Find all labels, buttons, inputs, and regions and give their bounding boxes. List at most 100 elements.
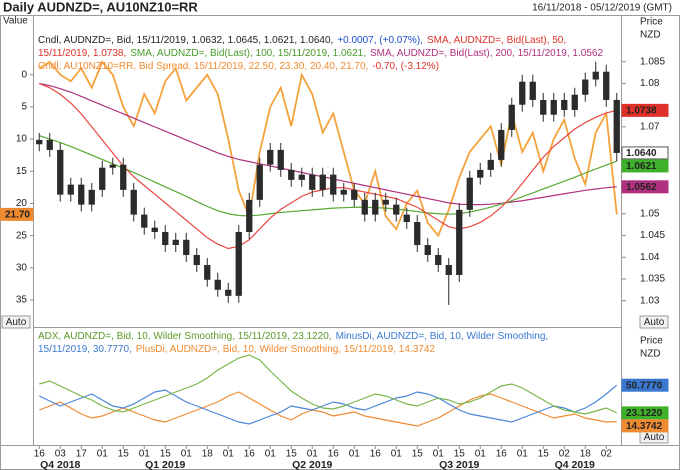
plot-area bbox=[36, 60, 620, 305]
last-value-flag bbox=[621, 103, 669, 117]
quarter-label: Q2 2019 bbox=[292, 459, 332, 470]
last-value-label: 14.3742 bbox=[626, 421, 663, 432]
x-tick-label: 01 bbox=[433, 449, 445, 460]
candle-body bbox=[162, 231, 169, 246]
candle-body bbox=[571, 94, 578, 110]
y2-tick-label: 25 bbox=[16, 230, 28, 241]
candle-body bbox=[487, 159, 494, 170]
candle-body bbox=[235, 231, 242, 296]
candle-body bbox=[561, 99, 568, 110]
x-tick-label: 01 bbox=[391, 449, 403, 460]
x-tick-label: 16 bbox=[328, 449, 340, 460]
x-tick-label: 01 bbox=[97, 449, 109, 460]
last-value-flag bbox=[621, 146, 669, 160]
y-tick-label: 1.085 bbox=[640, 56, 665, 67]
button-box[interactable] bbox=[1, 315, 31, 329]
last-value-label: 1.0738 bbox=[626, 106, 657, 117]
auto-button[interactable]: Auto bbox=[639, 430, 669, 444]
button-label[interactable]: Auto bbox=[6, 317, 27, 328]
x-tick-label: 01 bbox=[349, 449, 361, 460]
candle-body bbox=[403, 214, 410, 223]
candle-body bbox=[508, 104, 515, 130]
legend-entry: -0.70, (-3.12%) bbox=[372, 61, 439, 72]
y2-tick-label: 15 bbox=[16, 166, 28, 177]
button-box[interactable] bbox=[639, 315, 669, 329]
x-tick-label: 18 bbox=[202, 449, 214, 460]
candle-body bbox=[204, 265, 211, 280]
y2-tick-label: 30 bbox=[16, 262, 28, 273]
candle-body bbox=[372, 199, 379, 215]
candle-body bbox=[529, 81, 536, 100]
legend-line: 15/11/2019, 30.7770, PlusDi, AUDNZD=, Bid… bbox=[38, 344, 435, 355]
candle-body bbox=[613, 99, 620, 153]
x-tick-label: 01 bbox=[139, 449, 151, 460]
x-tick-label: 02 bbox=[559, 449, 571, 460]
last-value-label: 21.70 bbox=[5, 210, 30, 221]
legend-line: ADX, AUDNZD=, Bid, 10, Wilder Smoothing,… bbox=[38, 331, 548, 342]
x-tick-label: 15 bbox=[454, 449, 466, 460]
x-tick-label: 01 bbox=[475, 449, 487, 460]
last-value-label: 1.0621 bbox=[626, 161, 657, 172]
x-tick-label: 16 bbox=[496, 449, 508, 460]
x-tick-label: 15 bbox=[160, 449, 172, 460]
x-tick-label: 01 bbox=[181, 449, 193, 460]
candle-body bbox=[319, 174, 326, 190]
last-value-flag bbox=[621, 406, 669, 420]
candle-body bbox=[46, 139, 53, 150]
y-tick-label: 1.07 bbox=[640, 122, 660, 133]
quarter-label: Q3 2019 bbox=[439, 459, 479, 470]
y2-tick-label: 5 bbox=[21, 102, 27, 113]
button-label[interactable]: Auto bbox=[644, 317, 665, 328]
plot-area bbox=[38, 354, 618, 427]
y2-tick-label: 35 bbox=[16, 295, 28, 306]
legend-entry: SMA, AUDNZD=, Bid(Last), 200, 15/11/2019… bbox=[370, 48, 603, 59]
y-tick-label: 1.035 bbox=[640, 274, 665, 285]
series-line bbox=[39, 134, 617, 217]
candle-body bbox=[393, 204, 400, 215]
candle-body bbox=[277, 149, 284, 170]
candle-body bbox=[57, 149, 64, 195]
x-tick-label: 16 bbox=[34, 449, 46, 460]
last-value-flag bbox=[621, 419, 669, 433]
candle-body bbox=[498, 129, 505, 160]
x-tick-label: 15 bbox=[412, 449, 424, 460]
series-line bbox=[39, 82, 617, 250]
right-axis-title: Price bbox=[640, 17, 663, 28]
last-value-flag bbox=[621, 378, 669, 392]
candle-body bbox=[519, 81, 526, 105]
candle-body bbox=[414, 222, 421, 246]
candle-body bbox=[141, 214, 148, 228]
last-value-label: 50.7770 bbox=[626, 380, 663, 391]
legend-entry: PlusDi, AUDNZD=, Bid, 10, Wilder Smoothi… bbox=[136, 344, 436, 355]
candle-body bbox=[120, 164, 127, 190]
candle-body bbox=[351, 189, 358, 200]
x-tick-label: 16 bbox=[244, 449, 256, 460]
auto-button[interactable]: Auto bbox=[1, 315, 31, 329]
left-axis-title: Value bbox=[3, 16, 28, 27]
candle-body bbox=[298, 174, 305, 180]
candle-body bbox=[288, 169, 295, 180]
legend-line: 15/11/2019, 1.0738, SMA, AUDNZD=, Bid(Las… bbox=[38, 48, 603, 59]
legend-entry: +0.0007, (+0.07%), bbox=[337, 35, 423, 46]
last-value-flag bbox=[621, 180, 669, 194]
button-label[interactable]: Auto bbox=[644, 432, 665, 443]
y2-tick-label: 20 bbox=[16, 198, 28, 209]
candle-body bbox=[361, 199, 368, 215]
candle-body bbox=[330, 174, 337, 195]
candle-body bbox=[183, 239, 190, 256]
window-title: Daily AUDNZD=, AU10NZ10=RR bbox=[3, 0, 198, 14]
quarter-label: Q1 2019 bbox=[145, 459, 185, 470]
candle-body bbox=[477, 169, 484, 178]
candle-body bbox=[193, 255, 200, 266]
legend-entry: SMA, AUDNZD=, Bid(Last), 50, bbox=[427, 35, 566, 46]
x-tick-label: 01 bbox=[517, 449, 529, 460]
series-line bbox=[38, 384, 618, 425]
auto-button[interactable]: Auto bbox=[639, 315, 669, 329]
legend-entry: ADX, AUDNZD=, Bid, 10, Wilder Smoothing,… bbox=[38, 331, 332, 342]
right-axis-unit: NZD bbox=[640, 30, 661, 41]
candle-body bbox=[456, 209, 463, 275]
y-tick-label: 1.08 bbox=[640, 78, 660, 89]
y2-tick-label: 10 bbox=[16, 134, 28, 145]
